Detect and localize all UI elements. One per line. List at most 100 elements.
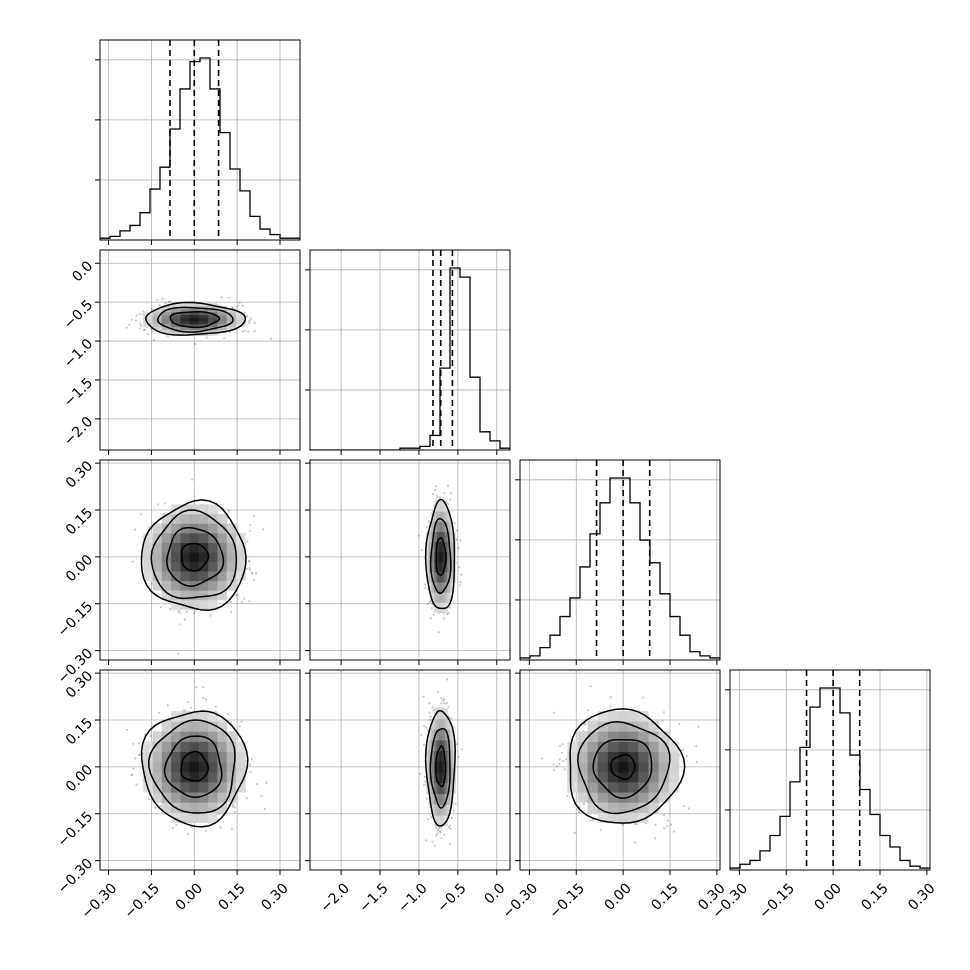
contour-level [169,311,221,329]
hist-p1 [305,249,511,455]
density-cell [161,305,172,310]
scatter-point [134,528,137,531]
scatter-point [148,525,151,529]
scatter-point [422,784,426,787]
scatter-point [441,699,445,702]
axes-frame [309,459,511,661]
scatter-point [448,606,451,609]
scatter-point [246,315,249,318]
scatter-point [685,754,688,758]
scatter-point [450,717,453,720]
scatter-point [233,806,236,809]
density-cell [152,308,163,313]
density-cell [442,561,446,573]
scatter-point [435,495,439,498]
density-cell [450,572,454,583]
scatter-point [236,593,239,596]
axes-frame [99,249,301,451]
density-cell [439,718,443,730]
density-cell [428,783,432,795]
density-cell [236,782,246,793]
scatter-point [191,478,194,481]
density-cell [567,751,578,763]
density-cell [618,792,629,803]
density-cell [618,711,629,722]
density-cell [226,571,237,582]
p3-vs-p1 [305,669,511,875]
scatter-point [217,812,220,815]
scatter-point [166,704,169,707]
scatter-point [449,824,452,827]
density-cell [198,741,209,752]
density-cell [587,782,599,793]
scatter-point [560,751,564,754]
scatter-point [635,823,638,826]
density-cell [180,326,191,331]
density-cell [567,782,578,793]
scatter-point [455,743,459,746]
scatter-point [562,760,565,763]
density-cell [180,761,191,773]
density-cell [189,326,200,331]
scatter-point [430,816,433,819]
density-cell [638,721,649,732]
scatter-point [219,826,222,829]
density-cell [447,572,451,583]
scatter-point [425,526,428,529]
scatter-point [428,711,431,714]
density-cell [198,317,209,322]
density-cell [436,707,440,719]
density-cell [648,761,659,773]
density-cell [587,771,599,783]
density-cell [648,751,659,763]
density-cell [161,782,172,793]
density-cell [180,323,191,328]
density-cell [628,802,639,813]
density-cell [198,812,209,823]
density-cell [439,772,443,784]
contours [140,499,247,612]
density-cell [447,551,451,563]
scatter-point [445,702,448,705]
density-cell [180,812,191,823]
density-cell [434,511,438,522]
scatter-point [153,338,156,341]
scatter-point [424,583,427,586]
scatter-point [609,696,612,699]
density-cell [658,731,670,742]
scatter-point [455,538,458,541]
scatter-point [139,327,142,330]
density-cell [236,542,246,553]
scatter-point [667,819,670,822]
scatter-point [158,303,161,306]
scatter-point [253,330,256,333]
density-cell [431,729,435,741]
density-cell [648,741,659,752]
density-cell [618,741,629,752]
scatter-point [419,772,422,775]
density-cell [161,320,172,325]
density-cell [198,504,209,515]
density-cell [152,731,163,742]
density-cell [434,783,438,795]
density-cell [442,501,446,512]
scatter-point [233,811,236,814]
density-cell [442,511,446,522]
contour-level [180,542,210,572]
scatter-point [227,509,230,512]
density-cell [161,314,172,319]
scatter-point [428,600,431,604]
density-cell [143,542,153,553]
density-cell [198,323,209,328]
panel-content [131,478,265,655]
density-cell [217,571,228,582]
scatter-point [460,573,463,576]
density-cell [180,320,191,325]
density-cell [434,718,438,730]
density-cell [434,521,438,532]
density-cell [577,782,588,793]
density-cell [189,590,200,601]
density-cell [436,750,440,762]
density-cell [171,314,181,319]
